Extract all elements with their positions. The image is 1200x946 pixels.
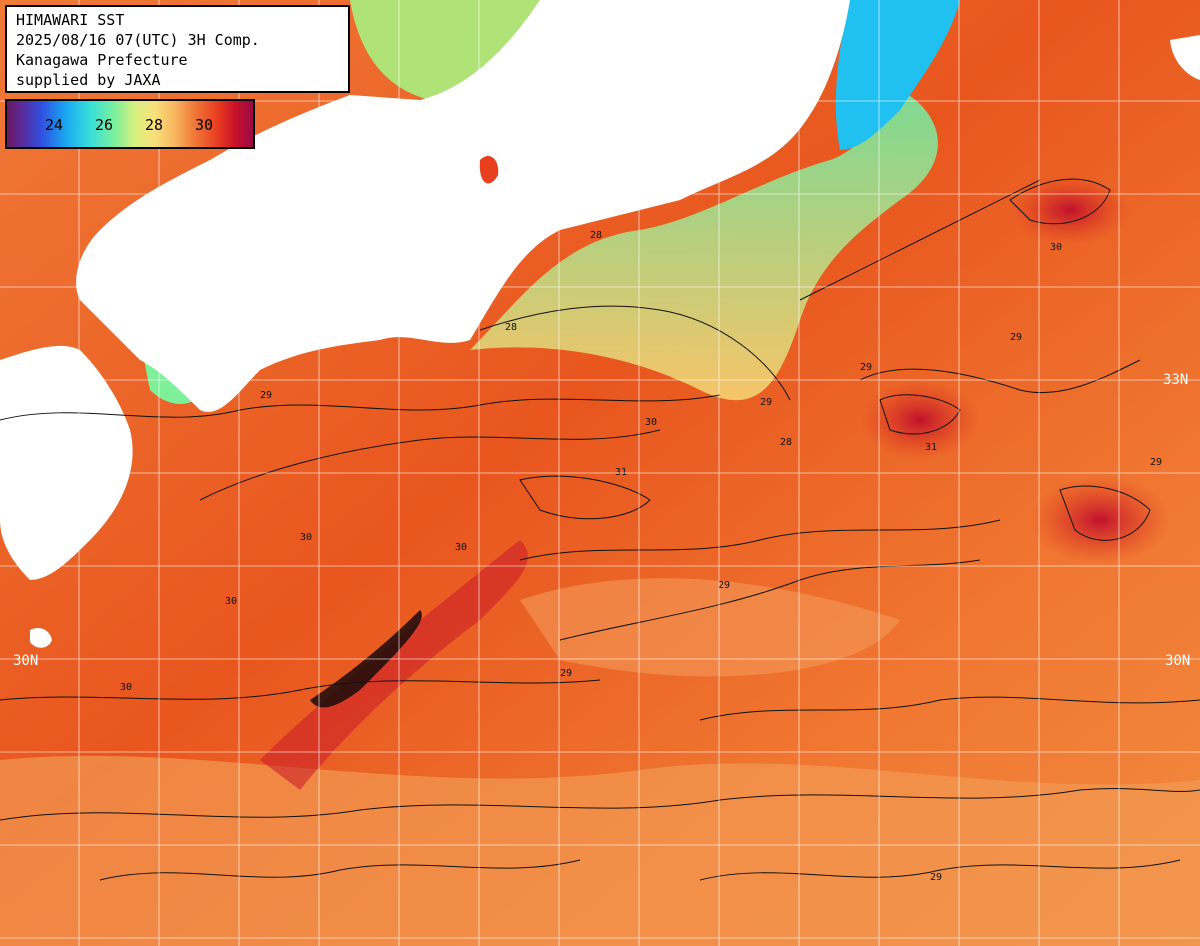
contour-label: 28 xyxy=(780,437,792,448)
hot-water-band xyxy=(260,540,528,790)
contour-label: 29 xyxy=(1010,332,1022,343)
hot-water-patch xyxy=(860,380,980,460)
land-kyushu xyxy=(0,345,133,580)
contour-label: 31 xyxy=(925,442,937,453)
contour-label: 30 xyxy=(645,417,657,428)
coastal-cool-water xyxy=(350,0,560,100)
land-honshu xyxy=(76,0,850,412)
coastal-cool-water xyxy=(470,90,938,401)
land-island xyxy=(1170,35,1200,80)
contour-label: 31 xyxy=(615,467,627,478)
color-scale-legend: 24 26 28 30 xyxy=(5,99,255,149)
title-line-datetime: 2025/08/16 07(UTC) 3H Comp. xyxy=(16,31,260,49)
legend-label-30: 30 xyxy=(195,116,214,134)
contour-label: 30 xyxy=(300,532,312,543)
contour-value-labels: 28 29 29 28 29 30 30 31 29 30 29 30 29 3… xyxy=(120,230,1162,883)
contour-label: 29 xyxy=(860,362,872,373)
contour-label: 30 xyxy=(455,542,467,553)
legend-label-24: 24 xyxy=(45,116,64,134)
contour-label: 28 xyxy=(590,230,602,241)
contour-label: 29 xyxy=(760,397,772,408)
title-line-product: HIMAWARI SST xyxy=(16,11,125,29)
latitude-label-30n-right: 30N xyxy=(1165,653,1191,669)
legend-label-28: 28 xyxy=(145,116,164,134)
title-line-source: supplied by JAXA xyxy=(16,71,161,89)
land-island xyxy=(479,155,499,184)
contour-label: 30 xyxy=(225,596,237,607)
land-shikoku xyxy=(110,240,322,330)
contour-lines xyxy=(0,178,1200,881)
contour-label: 29 xyxy=(930,872,942,883)
contour-label: 29 xyxy=(560,668,572,679)
land-island xyxy=(30,628,52,648)
contour-label: 30 xyxy=(1050,242,1062,253)
hot-water-patch xyxy=(1010,175,1130,245)
contour-label: 30 xyxy=(120,682,132,693)
coastal-cool-water xyxy=(835,0,960,150)
contour-label: 28 xyxy=(505,322,517,333)
title-block: HIMAWARI SST 2025/08/16 07(UTC) 3H Comp.… xyxy=(5,5,350,93)
latitude-label-33n: 33N xyxy=(1163,372,1189,388)
contour-label: 29 xyxy=(718,580,730,591)
legend-label-26: 26 xyxy=(95,116,114,134)
contour-label: 29 xyxy=(1150,457,1162,468)
cool-water-region xyxy=(0,755,1200,946)
title-line-region: Kanagawa Prefecture xyxy=(16,51,188,69)
latitude-label-30n-left: 30N xyxy=(13,653,39,669)
cool-water-region xyxy=(520,578,900,677)
contour-label: 29 xyxy=(260,390,272,401)
hot-water-patch xyxy=(1030,475,1170,565)
